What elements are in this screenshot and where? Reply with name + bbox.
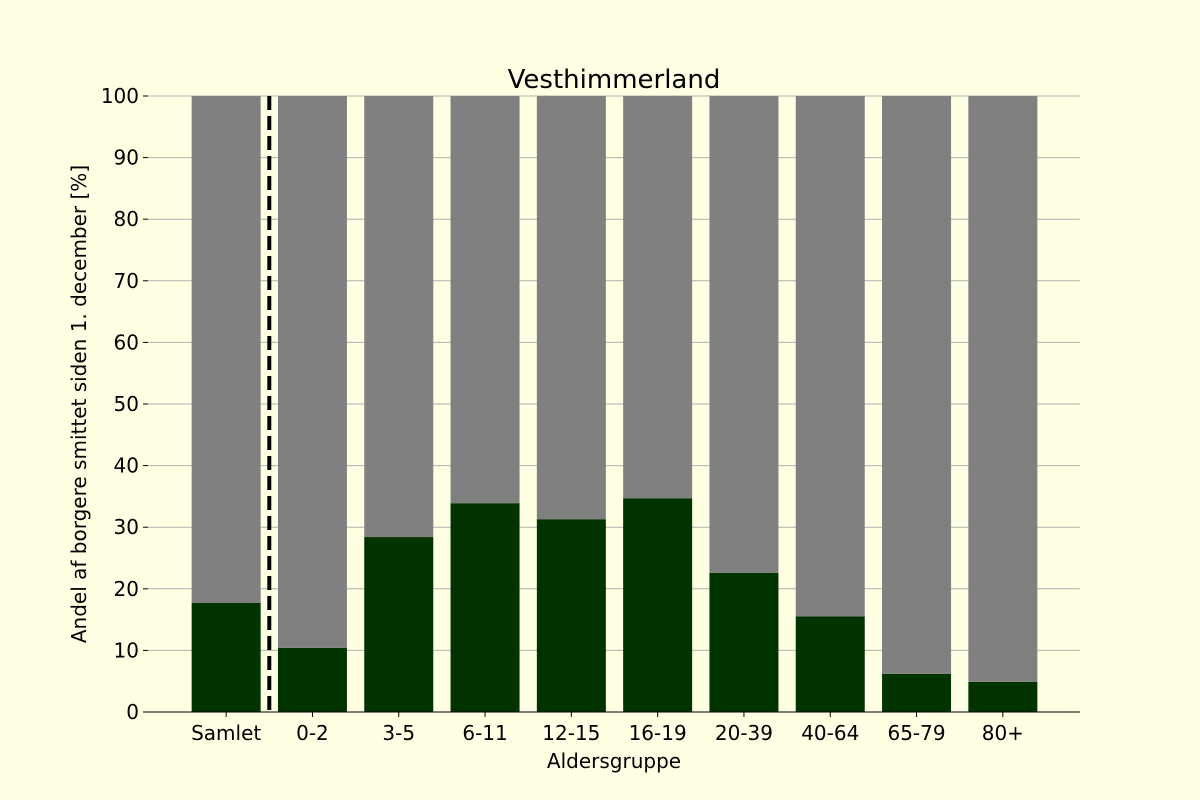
bar-infected-20-39 <box>709 572 779 712</box>
x-tick-label: 65-79 <box>887 721 945 745</box>
bar-infected-6-11 <box>450 503 520 712</box>
bar-remaining-80+ <box>968 96 1038 682</box>
x-tick-label: Samlet <box>191 721 261 745</box>
bar-infected-65-79 <box>882 673 952 712</box>
bar-remaining-12-15 <box>536 96 606 520</box>
x-tick-label: 6-11 <box>462 721 507 745</box>
x-tick-label: 12-15 <box>542 721 600 745</box>
y-tick-label: 20 <box>114 577 139 601</box>
y-tick-label: 40 <box>114 454 139 478</box>
bars <box>191 96 1038 712</box>
bar-remaining-20-39 <box>709 96 779 573</box>
x-tick-label: 16-19 <box>629 721 687 745</box>
bar-infected-Samlet <box>191 602 261 712</box>
x-axis-label: Aldersgruppe <box>547 749 681 773</box>
bar-infected-3-5 <box>364 537 434 712</box>
y-tick-label: 80 <box>114 207 139 231</box>
y-tick-label: 30 <box>114 515 139 539</box>
y-axis-ticks: 0 10 20 30 40 50 60 70 80 90 100 <box>101 84 148 724</box>
x-axis-ticks: Samlet 0-2 3-5 6-11 12-15 16-19 20-39 40-64 65-7… <box>191 712 1024 745</box>
bar-remaining-6-11 <box>450 96 520 504</box>
bar-remaining-3-5 <box>364 96 434 538</box>
x-tick-label: 80+ <box>982 721 1024 745</box>
x-tick-label: 3-5 <box>382 721 415 745</box>
bar-remaining-65-79 <box>882 96 952 674</box>
y-tick-label: 60 <box>114 330 139 354</box>
y-tick-label: 70 <box>114 269 139 293</box>
x-tick-label: 40-64 <box>801 721 859 745</box>
bar-infected-80+ <box>968 681 1038 712</box>
y-axis-label: Andel af borgere smittet siden 1. decemb… <box>67 165 91 643</box>
bar-remaining-16-19 <box>623 96 693 499</box>
bar-infected-0-2 <box>277 647 347 712</box>
bar-infected-16-19 <box>623 498 693 712</box>
chart-title: Vesthimmerland <box>508 65 721 95</box>
bar-remaining-40-64 <box>795 96 865 617</box>
x-tick-label: 0-2 <box>296 721 329 745</box>
bar-remaining-Samlet <box>191 96 261 603</box>
y-tick-label: 50 <box>114 392 139 416</box>
bar-infected-12-15 <box>536 519 606 712</box>
y-tick-label: 90 <box>114 146 139 170</box>
x-tick-label: 20-39 <box>715 721 773 745</box>
y-tick-label: 100 <box>101 84 139 108</box>
bar-infected-40-64 <box>795 616 865 712</box>
y-tick-label: 0 <box>126 700 139 724</box>
y-tick-label: 10 <box>114 638 139 662</box>
bar-remaining-0-2 <box>277 96 347 648</box>
